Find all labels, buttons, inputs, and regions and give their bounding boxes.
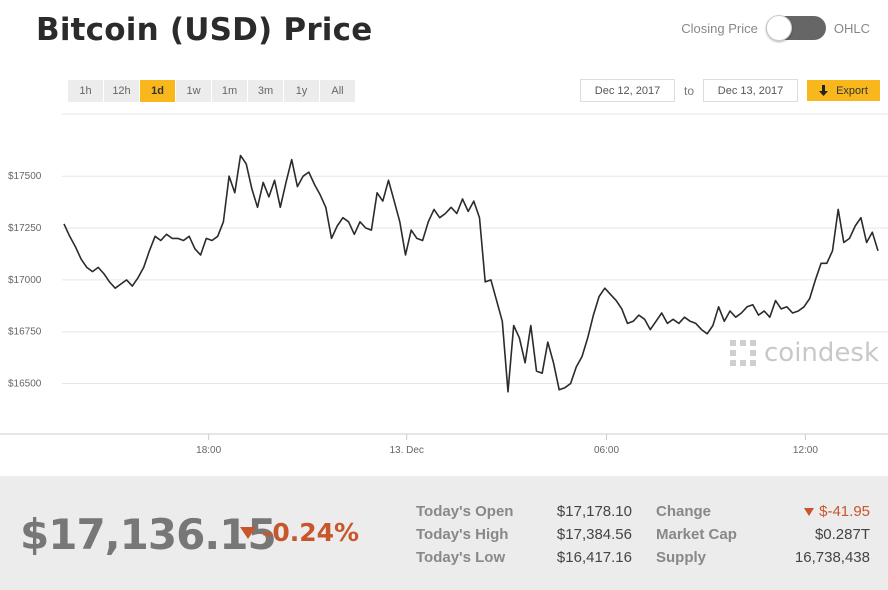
price-mode-toggle-group: Closing Price OHLC xyxy=(681,15,870,41)
coindesk-watermark: coindesk xyxy=(728,338,879,368)
x-tick-label: 06:00 xyxy=(594,445,619,456)
date-to-input[interactable]: Dec 13, 2017 xyxy=(703,79,798,102)
stat-row-market-cap: Market Cap $0.287T xyxy=(656,523,870,546)
stat-value-change: $-41.95 xyxy=(819,503,870,520)
price-line-chart: $16500 $16750 $17000 $17250 $17500 18:00 13. D… xyxy=(0,113,888,456)
closing-price-label: Closing Price xyxy=(681,20,758,36)
range-button-all[interactable]: All xyxy=(320,80,355,102)
stat-value-market-cap: $0.287T xyxy=(814,526,870,543)
down-triangle-icon xyxy=(240,526,256,539)
stat-row-low: Today's Low $16,417.16 xyxy=(416,546,632,569)
y-tick-label: $16750 xyxy=(8,327,42,338)
x-tick-label: 13. Dec xyxy=(389,445,423,456)
stat-value-high: $17,384.56 xyxy=(556,526,632,543)
range-button-1w[interactable]: 1w xyxy=(176,80,211,102)
date-to-label: to xyxy=(683,83,694,98)
stat-value-low: $16,417.16 xyxy=(556,549,632,566)
page-title: Bitcoin (USD) Price xyxy=(36,12,373,48)
percent-change-value: -0.24% xyxy=(262,518,360,547)
stat-row-change: Change $-41.95 xyxy=(656,500,870,523)
x-tick-label: 12:00 xyxy=(793,445,818,456)
export-label: Export xyxy=(836,84,868,97)
stat-label-high: Today's High xyxy=(416,526,509,543)
summary-panel: $17,136.15 -0.24% Today's Open $17,178.1… xyxy=(0,476,888,590)
date-from-input[interactable]: Dec 12, 2017 xyxy=(579,79,675,102)
range-button-1m[interactable]: 1m xyxy=(212,80,247,102)
range-button-3m[interactable]: 3m xyxy=(248,80,283,102)
change-down-icon xyxy=(804,507,815,516)
stat-label-market-cap: Market Cap xyxy=(656,526,737,543)
watermark-text: coindesk xyxy=(764,338,880,368)
stat-row-high: Today's High $17,384.56 xyxy=(416,523,632,546)
stat-label-low: Today's Low xyxy=(416,549,506,566)
y-tick-label: $17500 xyxy=(8,171,42,182)
export-button[interactable]: Export xyxy=(807,80,880,101)
stat-row-open: Today's Open $17,178.10 xyxy=(416,500,632,523)
stat-row-supply: Supply 16,738,438 xyxy=(656,546,870,569)
y-tick-label: $17000 xyxy=(8,275,42,286)
stat-label-open: Today's Open xyxy=(416,503,514,520)
range-selector: 1h 12h 1d 1w 1m 3m 1y All xyxy=(68,80,355,102)
y-tick-label: $16500 xyxy=(8,379,42,390)
x-tick-label: 18:00 xyxy=(196,445,221,456)
price-series-line xyxy=(63,154,879,393)
y-tick-label: $17250 xyxy=(8,223,42,234)
download-arrow-icon xyxy=(819,85,829,96)
stat-value-supply: 16,738,438 xyxy=(794,549,870,566)
range-button-1h[interactable]: 1h xyxy=(68,80,103,102)
range-button-12h[interactable]: 12h xyxy=(104,80,139,102)
stat-value-open: $17,178.10 xyxy=(556,503,632,520)
stat-value-change-wrap: $-41.95 xyxy=(766,503,870,520)
stat-label-change: Change xyxy=(656,503,712,520)
toggle-knob[interactable] xyxy=(765,15,792,41)
stats-column-left: Today's Open $17,178.10 Today's High $17… xyxy=(416,500,632,569)
percent-change: -0.24% xyxy=(240,518,359,547)
ohlc-label: OHLC xyxy=(833,20,870,36)
date-range-row: Dec 12, 2017 to Dec 13, 2017 Export xyxy=(579,79,880,102)
coindesk-logo-icon xyxy=(730,340,756,366)
current-price: $17,136.15 xyxy=(20,510,277,559)
stats-column-right: Change $-41.95 Market Cap $0.287T Supply… xyxy=(656,500,870,569)
price-mode-toggle[interactable] xyxy=(765,15,826,41)
range-button-1y[interactable]: 1y xyxy=(284,80,319,102)
stat-label-supply: Supply xyxy=(656,549,707,566)
range-button-1d[interactable]: 1d xyxy=(140,80,175,102)
